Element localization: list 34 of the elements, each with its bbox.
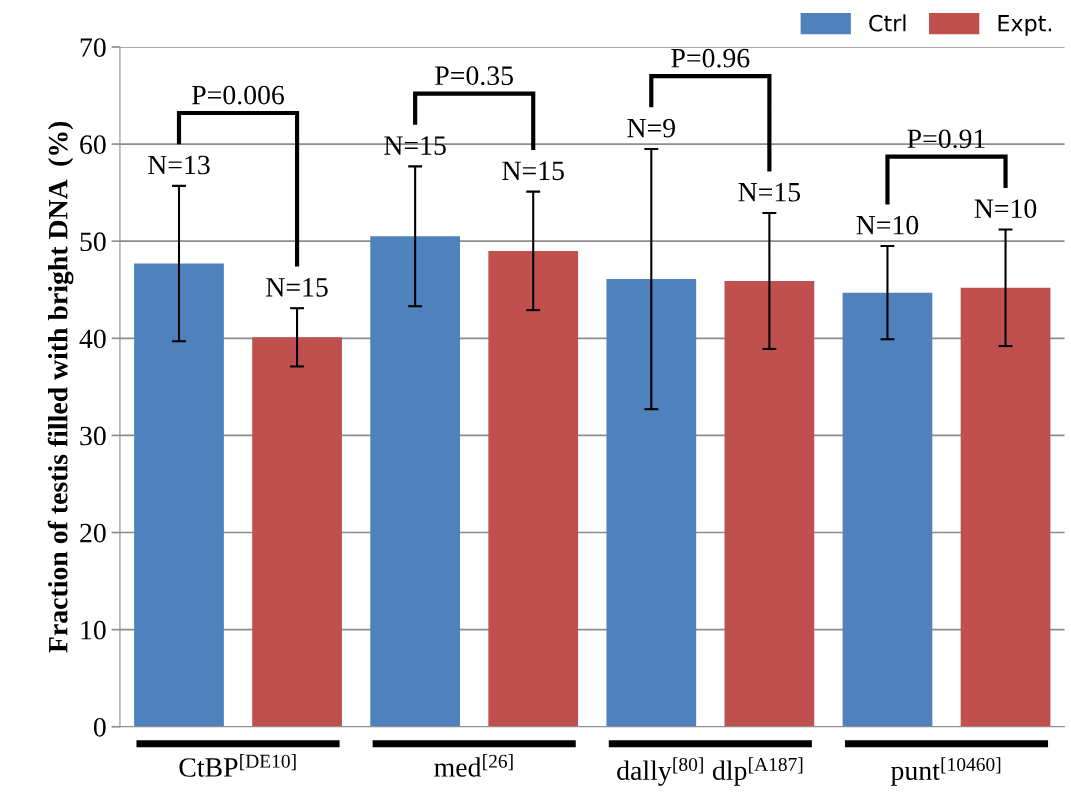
y-tick-label: 50 (80, 232, 106, 252)
y-tick-label: 70 (80, 38, 106, 57)
y-tick-label: 60 (80, 135, 106, 154)
y-tick-label: 20 (80, 523, 106, 543)
annotation: N=15 (502, 161, 564, 181)
annotation: N=15 (384, 136, 446, 155)
annotation: P=0.91 (907, 129, 985, 149)
y-tick-label: 0 (93, 717, 106, 737)
bar (606, 279, 697, 727)
x-tick-label: punt$^{[10460]}$ (890, 757, 1001, 786)
annotation: N=15 (266, 278, 328, 297)
y-axis-title: Fraction of testis filled with bright DNA (%) (47, 121, 74, 653)
x-tick-label: dally$^{[80]}$ dlp$^{[A187]}$ (617, 757, 803, 786)
bar (842, 292, 933, 727)
x-tick-label: CtBP$^{[DE10]}$ (179, 754, 296, 777)
bar (724, 281, 815, 727)
x-tick-label: med$^{[26]}$ (434, 754, 513, 777)
annotation: P=0.35 (435, 66, 513, 86)
annotation: P=0.006 (192, 85, 285, 105)
annotation: P=0.96 (671, 48, 750, 68)
bar (370, 236, 461, 727)
annotation: N=15 (738, 182, 801, 202)
legend-label: Expt. (998, 15, 1052, 36)
y-tick-label: 10 (81, 620, 106, 640)
bar (960, 287, 1051, 727)
y-tick-label: 40 (79, 329, 106, 349)
y-tick-label: 30 (80, 426, 106, 446)
annotation: N=10 (974, 199, 1037, 219)
bar (252, 337, 342, 727)
legend-label: Ctrl (869, 14, 906, 32)
bar (488, 250, 579, 727)
annotation: N=13 (148, 155, 210, 175)
annotation: N=9 (627, 118, 675, 138)
annotation: N=10 (856, 215, 919, 235)
